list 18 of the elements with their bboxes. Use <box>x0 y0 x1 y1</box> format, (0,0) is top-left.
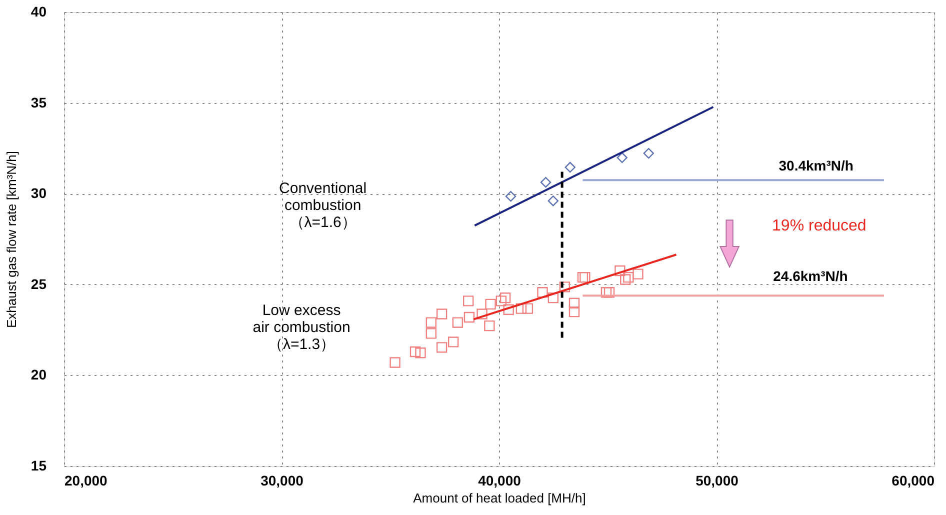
y-axis-title: Exhaust gas flow rate [km³N/h] <box>4 150 19 328</box>
y-tick-label: 20 <box>30 366 47 383</box>
annotation: Conventional combustion （λ=1.6） <box>279 180 367 232</box>
x-tick-label: 50,000 <box>696 472 739 488</box>
y-tick-label: 40 <box>30 4 47 20</box>
annotation: 19% reduced <box>772 217 866 234</box>
x-tick-label: 40,000 <box>478 472 522 488</box>
y-tick-label: 30 <box>30 185 47 202</box>
y-tick-label: 35 <box>30 94 47 110</box>
y-tick-label: 15 <box>30 458 47 474</box>
annotation: 24.6km³N/h <box>773 268 848 284</box>
x-tick-label: 60,000 <box>892 472 935 488</box>
annotation: Low excess air combustion （λ=1.3） <box>252 302 350 353</box>
x-tick-label: 20,000 <box>64 472 108 488</box>
annotation: 30.4km³N/h <box>778 157 854 174</box>
x-axis-title: Amount of heat loaded [MH/h] <box>413 490 586 506</box>
y-tick-label: 25 <box>30 276 47 292</box>
x-tick-label: 30,000 <box>260 472 304 488</box>
